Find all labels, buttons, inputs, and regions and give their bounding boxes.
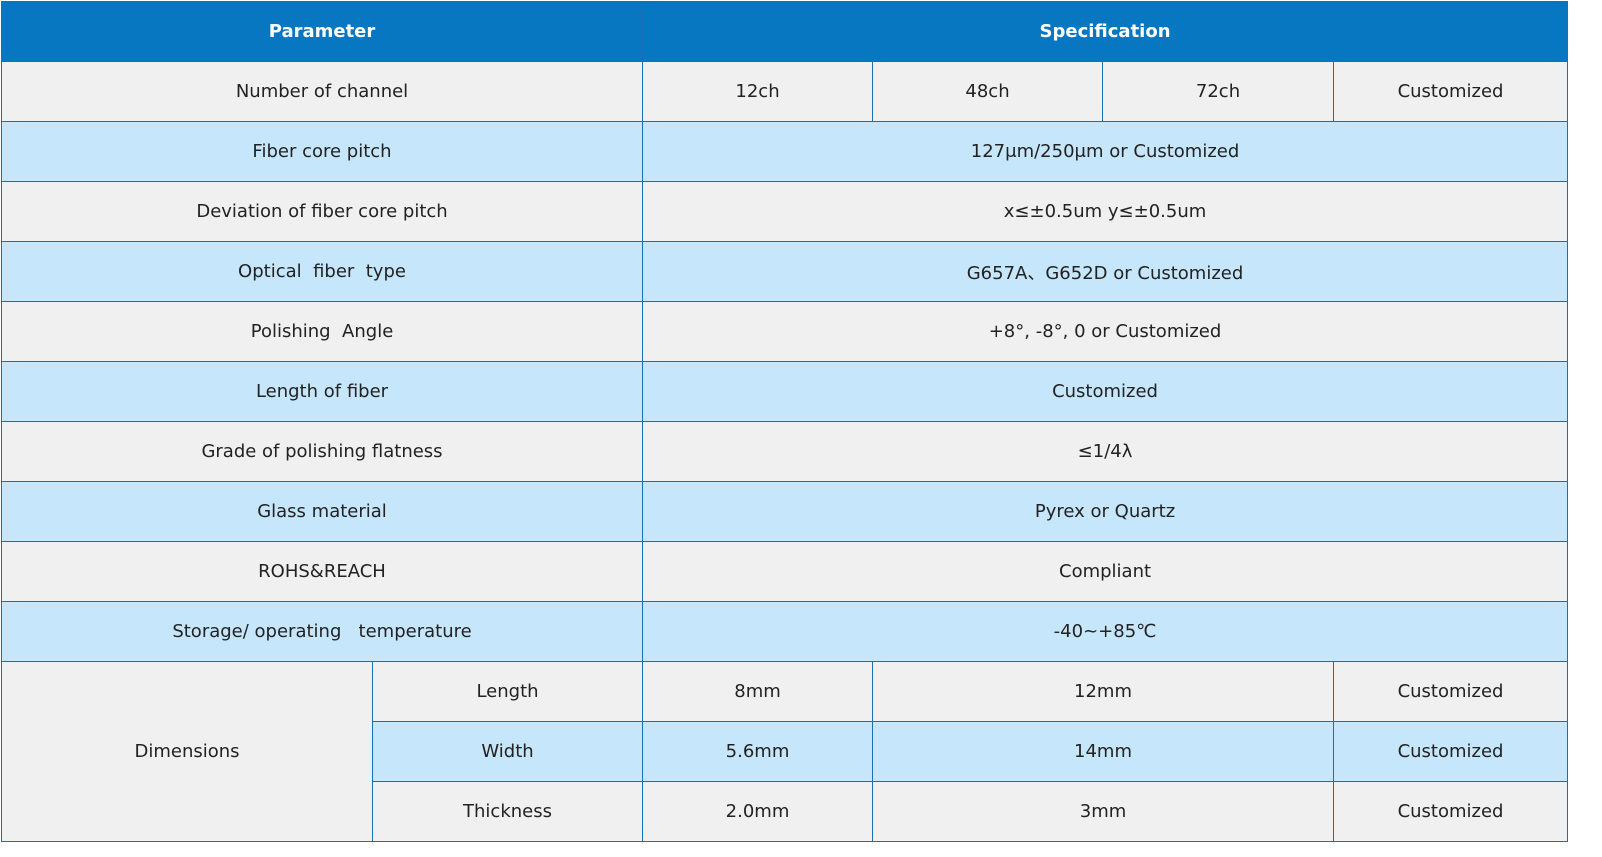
- spec-value: +8°, -8°, 0 or Customized: [642, 301, 1569, 362]
- table-row: Glass material Pyrex or Quartz: [0, 481, 1569, 542]
- table-row: Dimensions Length 8mm 12mm Customized: [1, 661, 1569, 842]
- table-header-row: Parameter Specification: [0, 1, 1569, 62]
- dimension-value: 8mm: [642, 661, 874, 722]
- spec-value: Pyrex or Quartz: [642, 481, 1569, 542]
- channel-value: Customized: [1333, 61, 1569, 122]
- param-label: Storage/ operating temperature: [0, 601, 644, 662]
- header-specification: Specification: [642, 1, 1569, 62]
- dimension-value: 2.0mm: [642, 781, 874, 842]
- table-row: Grade of polishing flatness ≤1/4λ: [0, 421, 1569, 482]
- table-row: Optical fiber type G657A、G652D or Custom…: [0, 241, 1569, 302]
- table-row: Length of fiber Customized: [0, 361, 1569, 422]
- dimension-value: 5.6mm: [642, 721, 874, 782]
- table-row: Polishing Angle +8°, -8°, 0 or Customize…: [0, 301, 1569, 362]
- param-label: Grade of polishing flatness: [0, 421, 644, 482]
- dimension-value: Customized: [1333, 781, 1569, 842]
- spec-value: Customized: [642, 361, 1569, 422]
- param-label: Glass material: [0, 481, 644, 542]
- dimension-value: 3mm: [872, 781, 1335, 842]
- channel-value: 48ch: [872, 61, 1104, 122]
- spec-value: ≤1/4λ: [642, 421, 1569, 482]
- param-label: Fiber core pitch: [0, 121, 644, 182]
- dimension-name: Length: [371, 661, 644, 722]
- spec-table: Parameter Specification Number of channe…: [0, 1, 1569, 842]
- table-row: Fiber core pitch 127μm/250μm or Customiz…: [0, 121, 1569, 182]
- param-label: Optical fiber type: [0, 241, 644, 302]
- dimension-value: Customized: [1333, 721, 1569, 782]
- dimension-value: 14mm: [872, 721, 1335, 782]
- table-row: Storage/ operating temperature -40~+85℃: [0, 601, 1569, 662]
- spec-value: 127μm/250μm or Customized: [642, 121, 1569, 182]
- spec-value: G657A、G652D or Customized: [642, 241, 1569, 302]
- param-label: Number of channel: [0, 61, 644, 122]
- dimension-name: Width: [371, 721, 644, 782]
- table-row: Thickness 2.0mm 3mm Customized: [2, 781, 1569, 842]
- spec-value: x≤±0.5um y≤±0.5um: [642, 181, 1569, 242]
- dimension-value: 12mm: [872, 661, 1335, 722]
- table-row: Deviation of fiber core pitch x≤±0.5um y…: [0, 181, 1569, 242]
- table-row: Number of channel 12ch 48ch 72ch Customi…: [0, 61, 1569, 122]
- param-label: ROHS&REACH: [0, 541, 644, 602]
- dimension-name: Thickness: [371, 781, 644, 842]
- dimension-value: Customized: [1333, 661, 1569, 722]
- param-label: Length of fiber: [0, 361, 644, 422]
- header-parameter: Parameter: [0, 1, 644, 62]
- param-label: Polishing Angle: [0, 301, 644, 362]
- dimensions-label: Dimensions: [1, 661, 373, 842]
- channel-value: 72ch: [1102, 61, 1335, 122]
- param-label: Deviation of fiber core pitch: [0, 181, 644, 242]
- table-row: Width 5.6mm 14mm Customized: [2, 721, 1569, 782]
- channel-value: 12ch: [642, 61, 874, 122]
- table-row: ROHS&REACH Compliant: [0, 541, 1569, 602]
- spec-value: Compliant: [642, 541, 1569, 602]
- spec-value: -40~+85℃: [642, 601, 1569, 662]
